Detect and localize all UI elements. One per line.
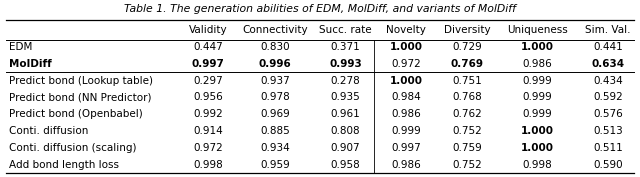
- Text: 0.984: 0.984: [392, 92, 421, 102]
- Text: Uniqueness: Uniqueness: [508, 25, 568, 35]
- Text: 1.000: 1.000: [521, 126, 554, 136]
- Text: 0.998: 0.998: [193, 160, 223, 170]
- Text: 1.000: 1.000: [521, 143, 554, 153]
- Text: 0.956: 0.956: [193, 92, 223, 102]
- Text: Validity: Validity: [189, 25, 227, 35]
- Text: 0.986: 0.986: [392, 109, 421, 119]
- Text: Connectivity: Connectivity: [243, 25, 308, 35]
- Text: MolDiff: MolDiff: [9, 59, 52, 69]
- Text: 0.885: 0.885: [260, 126, 290, 136]
- Text: 0.278: 0.278: [331, 76, 360, 85]
- Text: 0.959: 0.959: [260, 160, 290, 170]
- Text: 0.752: 0.752: [452, 160, 482, 170]
- Text: 1.000: 1.000: [390, 42, 423, 52]
- Text: EDM: EDM: [9, 42, 33, 52]
- Text: 0.576: 0.576: [593, 109, 623, 119]
- Text: 0.935: 0.935: [331, 92, 360, 102]
- Text: 0.752: 0.752: [452, 126, 482, 136]
- Text: 0.907: 0.907: [331, 143, 360, 153]
- Text: Predict bond (Lookup table): Predict bond (Lookup table): [9, 76, 153, 85]
- Text: 0.769: 0.769: [451, 59, 484, 69]
- Text: 0.992: 0.992: [193, 109, 223, 119]
- Text: 0.371: 0.371: [331, 42, 360, 52]
- Text: 0.997: 0.997: [392, 143, 421, 153]
- Text: 0.434: 0.434: [593, 76, 623, 85]
- Text: Sim. Val.: Sim. Val.: [585, 25, 631, 35]
- Text: 0.993: 0.993: [329, 59, 362, 69]
- Text: 0.297: 0.297: [193, 76, 223, 85]
- Text: 0.961: 0.961: [331, 109, 360, 119]
- Text: 0.934: 0.934: [260, 143, 290, 153]
- Text: 0.759: 0.759: [452, 143, 482, 153]
- Text: 0.999: 0.999: [523, 92, 552, 102]
- Text: 0.768: 0.768: [452, 92, 482, 102]
- Text: 0.972: 0.972: [392, 59, 421, 69]
- Text: Conti. diffusion: Conti. diffusion: [9, 126, 88, 136]
- Text: 0.958: 0.958: [331, 160, 360, 170]
- Text: Add bond length loss: Add bond length loss: [9, 160, 119, 170]
- Text: 0.808: 0.808: [331, 126, 360, 136]
- Text: 0.996: 0.996: [259, 59, 292, 69]
- Text: 0.999: 0.999: [392, 126, 421, 136]
- Text: 0.997: 0.997: [191, 59, 225, 69]
- Text: Succ. rate: Succ. rate: [319, 25, 372, 35]
- Text: 0.986: 0.986: [523, 59, 552, 69]
- Text: 0.972: 0.972: [193, 143, 223, 153]
- Text: Predict bond (Openbabel): Predict bond (Openbabel): [9, 109, 143, 119]
- Text: 0.511: 0.511: [593, 143, 623, 153]
- Text: 0.762: 0.762: [452, 109, 482, 119]
- Text: 0.513: 0.513: [593, 126, 623, 136]
- Text: 0.729: 0.729: [452, 42, 482, 52]
- Text: 0.634: 0.634: [591, 59, 625, 69]
- Text: 0.999: 0.999: [523, 109, 552, 119]
- Text: 0.986: 0.986: [392, 160, 421, 170]
- Text: 0.447: 0.447: [193, 42, 223, 52]
- Text: 0.914: 0.914: [193, 126, 223, 136]
- Text: Predict bond (NN Predictor): Predict bond (NN Predictor): [9, 92, 152, 102]
- Text: 0.590: 0.590: [593, 160, 623, 170]
- Text: 0.978: 0.978: [260, 92, 290, 102]
- Text: Diversity: Diversity: [444, 25, 490, 35]
- Text: 0.998: 0.998: [523, 160, 552, 170]
- Text: 1.000: 1.000: [521, 42, 554, 52]
- Text: 0.441: 0.441: [593, 42, 623, 52]
- Text: 0.592: 0.592: [593, 92, 623, 102]
- Text: 0.969: 0.969: [260, 109, 290, 119]
- Text: 0.999: 0.999: [523, 76, 552, 85]
- Text: 0.751: 0.751: [452, 76, 482, 85]
- Text: Novelty: Novelty: [387, 25, 426, 35]
- Text: 1.000: 1.000: [390, 76, 423, 85]
- Text: Conti. diffusion (scaling): Conti. diffusion (scaling): [9, 143, 136, 153]
- Text: 0.830: 0.830: [260, 42, 290, 52]
- Text: 0.937: 0.937: [260, 76, 290, 85]
- Text: Table 1. The generation abilities of EDM, MolDiff, and variants of MolDiff: Table 1. The generation abilities of EDM…: [124, 4, 516, 14]
